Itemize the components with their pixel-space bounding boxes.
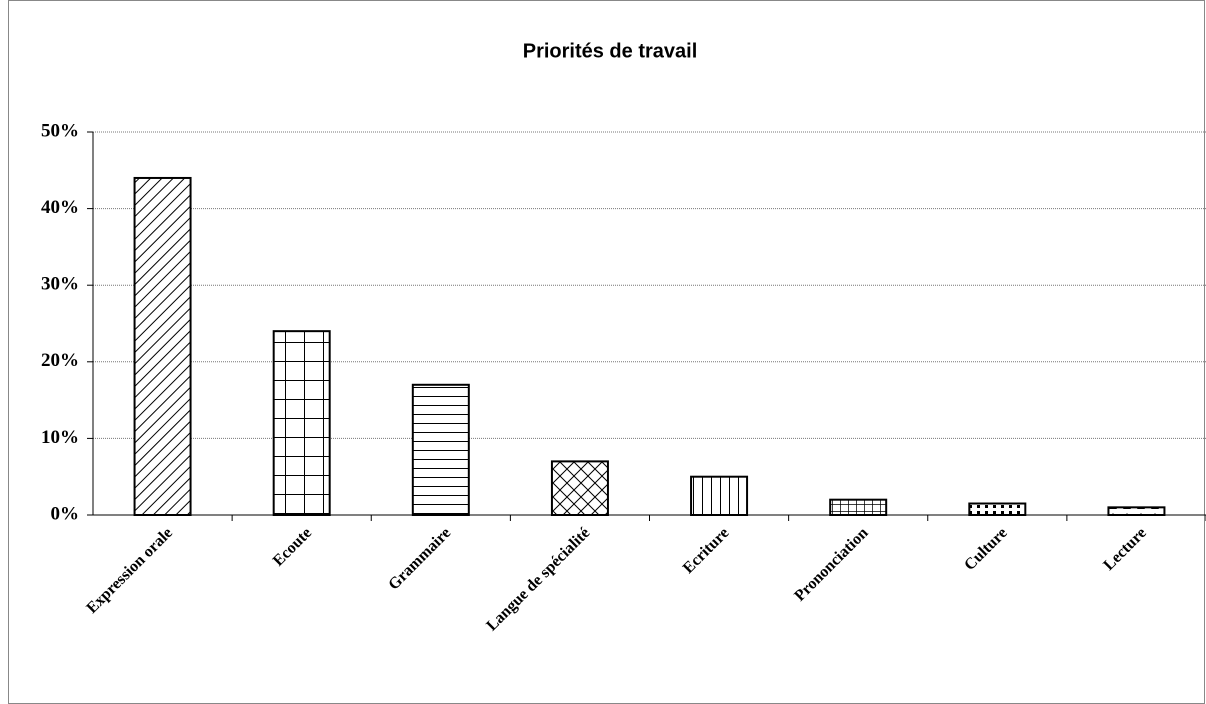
bar (411, 383, 470, 516)
chart-frame (8, 0, 1205, 704)
bar (1107, 506, 1166, 516)
y-tick-label: 20% (41, 350, 79, 371)
chart-title: Priorités de travail (523, 40, 698, 62)
bar (829, 498, 888, 516)
bar (690, 475, 749, 517)
bar (968, 502, 1027, 517)
y-tick-label: 0% (51, 503, 80, 524)
y-tick-label: 40% (41, 197, 79, 218)
bar (550, 460, 609, 517)
y-tick-label: 50% (41, 120, 79, 141)
y-tick-label: 10% (41, 427, 79, 448)
bar (133, 176, 192, 517)
y-tick-label: 30% (41, 274, 79, 295)
bar (272, 330, 331, 516)
